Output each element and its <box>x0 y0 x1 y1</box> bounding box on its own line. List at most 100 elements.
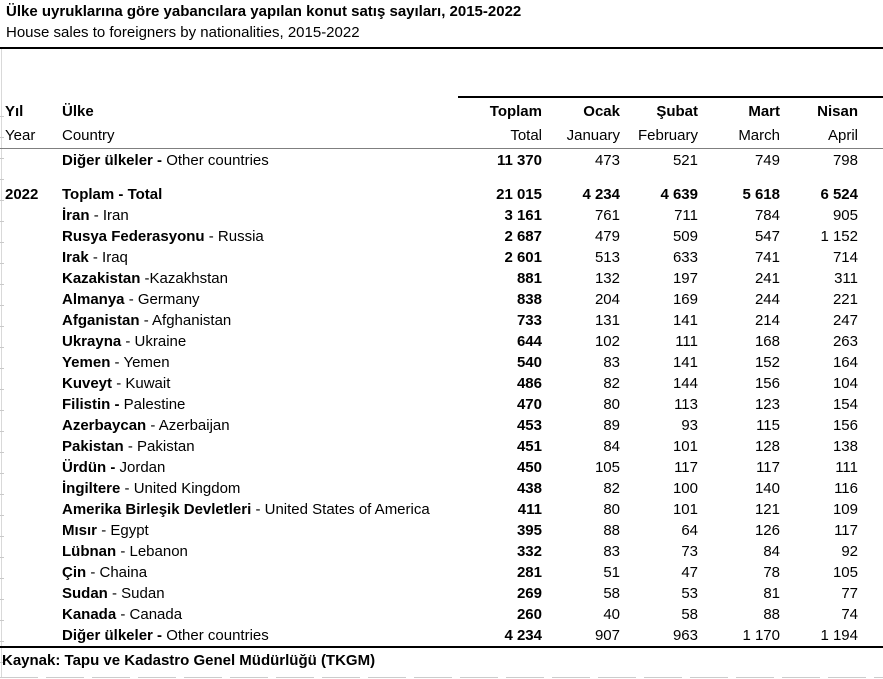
cell-month-value: 761 <box>594 207 620 224</box>
country-name-english: - Afghanistan <box>143 312 232 329</box>
spreadsheet-gridline-bottom <box>0 677 883 678</box>
country-name-english: - Canada <box>120 606 183 623</box>
country-name-turkish: Rusya Federasyonu <box>62 228 205 245</box>
page-subtitle: House sales to foreigners by nationaliti… <box>6 24 360 41</box>
table-header-row-turkish: Yıl Ülke Toplam Ocak Şubat Mart Nisan <box>0 100 858 124</box>
country-name-turkish: Afganistan <box>62 312 140 329</box>
cell-month-value: 963 <box>672 627 698 644</box>
table-row: Çin - Chaina 281 51 47 78 105 <box>0 562 858 583</box>
table-row: İngiltere - United Kingdom 438 82 100 140 116 <box>0 478 858 499</box>
country-name-english: - Ukraine <box>125 333 187 350</box>
cell-month-value: 115 <box>756 417 780 434</box>
table-row: Ukrayna - Ukraine 644 102 111 168 263 <box>0 331 858 352</box>
cell-country-name: Lübnan - Lebanon <box>62 541 458 562</box>
cell-country-name: Sudan - Sudan <box>62 583 458 604</box>
cell-month-value: 509 <box>672 228 698 245</box>
cell-month-value: 168 <box>754 333 780 350</box>
cell-month-value: 6 524 <box>820 186 858 203</box>
cell-month-value: 141 <box>672 354 698 371</box>
country-name-english: Palestine <box>123 396 186 413</box>
column-header-year-en: Year <box>5 127 36 144</box>
cell-month-value: 40 <box>603 606 620 623</box>
column-header-april-en: April <box>827 127 858 144</box>
table-row: Mısır - Egypt 395 88 64 126 117 <box>0 520 858 541</box>
cell-month-value: 749 <box>754 152 780 169</box>
cell-month-value: 154 <box>832 396 858 413</box>
cell-country-name: Yemen - Yemen <box>62 352 458 373</box>
cell-total: 451 <box>516 438 542 455</box>
cell-month-value: 204 <box>594 291 620 308</box>
cell-year <box>0 436 62 457</box>
table-row: Ürdün - Jordan 450 105 117 117 111 <box>0 457 858 478</box>
column-header-country: Ülke <box>62 103 94 120</box>
cell-year <box>0 478 62 499</box>
cell-year <box>0 205 62 226</box>
cell-total: 269 <box>516 585 542 602</box>
cell-month-value: 78 <box>763 564 780 581</box>
cell-month-value: 88 <box>763 606 780 623</box>
country-name-turkish: Lübnan <box>62 543 117 560</box>
cell-month-value: 1 170 <box>742 627 780 644</box>
cell-month-value: 101 <box>672 438 698 455</box>
cell-country-name: Rusya Federasyonu - Russia <box>62 226 458 247</box>
table-row: Filistin - Palestine 470 80 113 123 154 <box>0 394 858 415</box>
cell-month-value: 547 <box>754 228 780 245</box>
cell-total: 486 <box>516 375 542 392</box>
country-name-english: - Egypt <box>101 522 149 539</box>
cell-month-value: 113 <box>674 396 698 413</box>
cell-total: 733 <box>516 312 542 329</box>
numeric-columns-rule <box>458 96 883 98</box>
cell-month-value: 80 <box>603 501 620 518</box>
cell-month-value: 5 618 <box>742 186 780 203</box>
cell-month-value: 81 <box>763 585 780 602</box>
cell-year <box>0 583 62 604</box>
cell-month-value: 1 152 <box>820 228 858 245</box>
country-name-english: -Kazakhstan <box>144 270 228 287</box>
country-name-turkish: İran <box>62 207 90 224</box>
cell-total: 260 <box>516 606 542 623</box>
cell-month-value: 123 <box>754 396 780 413</box>
cell-month-value: 140 <box>754 480 780 497</box>
cell-total: 3 161 <box>504 207 542 224</box>
cell-year <box>0 499 62 520</box>
cell-month-value: 117 <box>834 522 858 539</box>
country-name-english: Other countries <box>166 627 269 644</box>
cell-country-name: Mısır - Egypt <box>62 520 458 541</box>
cell-country-name: İran - Iran <box>62 205 458 226</box>
cell-total: 411 <box>517 501 542 518</box>
cell-month-value: 4 234 <box>582 186 620 203</box>
cell-month-value: 53 <box>681 585 698 602</box>
cell-month-value: 92 <box>841 543 858 560</box>
cell-year <box>0 520 62 541</box>
cell-month-value: 244 <box>754 291 780 308</box>
country-name-turkish: Ürdün - <box>62 459 116 476</box>
cell-month-value: 51 <box>603 564 620 581</box>
cell-month-value: 102 <box>594 333 620 350</box>
top-rule <box>0 47 883 49</box>
cell-country-name: Ukrayna - Ukraine <box>62 331 458 352</box>
cell-month-value: 83 <box>603 543 620 560</box>
cell-month-value: 82 <box>603 480 620 497</box>
cell-month-value: 111 <box>835 459 858 476</box>
cell-year <box>0 247 62 268</box>
cell-total: 838 <box>516 291 542 308</box>
table-row: Sudan - Sudan 269 58 53 81 77 <box>0 583 858 604</box>
cell-total: 21 015 <box>496 186 542 203</box>
cell-month-value: 83 <box>603 354 620 371</box>
column-header-march: Mart <box>748 103 780 120</box>
country-name-turkish: Pakistan <box>62 438 124 455</box>
cell-country-name: Kazakistan -Kazakhstan <box>62 268 458 289</box>
cell-month-value: 263 <box>832 333 858 350</box>
cell-year <box>0 562 62 583</box>
table-row: 2022 Toplam - Total 21 015 4 234 4 639 5 618 6… <box>0 184 858 205</box>
cell-year <box>0 541 62 562</box>
cell-month-value: 221 <box>832 291 858 308</box>
cell-total: 540 <box>516 354 542 371</box>
country-name-english: - Russia <box>208 228 264 245</box>
cell-month-value: 128 <box>754 438 780 455</box>
table-header-row-english: Year Country Total January February Marc… <box>0 124 858 148</box>
cell-year <box>0 415 62 436</box>
cell-month-value: 74 <box>841 606 858 623</box>
country-name-turkish: Çin <box>62 564 87 581</box>
cell-total: 470 <box>516 396 542 413</box>
